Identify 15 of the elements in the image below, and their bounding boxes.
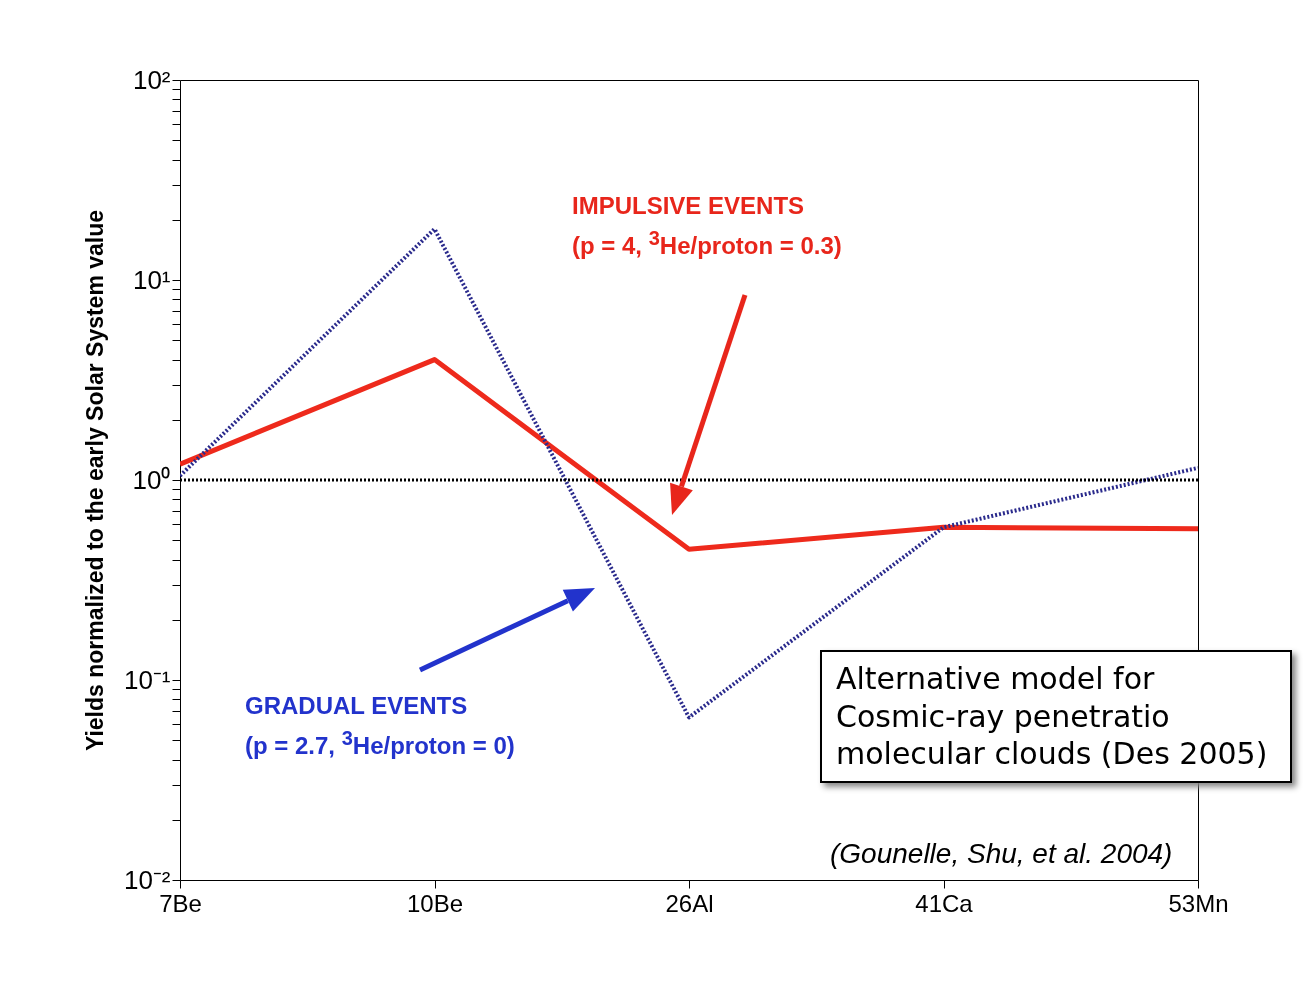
y-tick-label: 10¹ [132,264,171,295]
annotation: GRADUAL EVENTS [245,692,468,720]
y-tick-label: 10⁻¹ [123,664,171,695]
y-tick-label: 10⁰ [132,464,171,495]
x-tick-label: 10Be [406,889,464,917]
y-axis-title: Yields normalized to the early Solar System value [81,209,108,752]
annotation: (p = 4, $^{3}$He/proton = 0.3) [572,227,842,260]
annotation: (p = 2.7, $^{3}$He/proton = 0) [245,727,515,760]
annotation: Alternative model for Cosmic-ray penetratio molecular clouds (Des 2005) [820,650,1292,783]
annotation: (Gounelle, Shu, et al. 2004) [830,838,1173,870]
x-tick-label: 41Ca [915,889,974,917]
x-tick-label: 53Mn [1168,889,1229,917]
annotation: IMPULSIVE EVENTS [572,192,805,220]
y-tick-label: 10² [132,64,171,95]
x-tick-label: 26Al [665,889,714,917]
